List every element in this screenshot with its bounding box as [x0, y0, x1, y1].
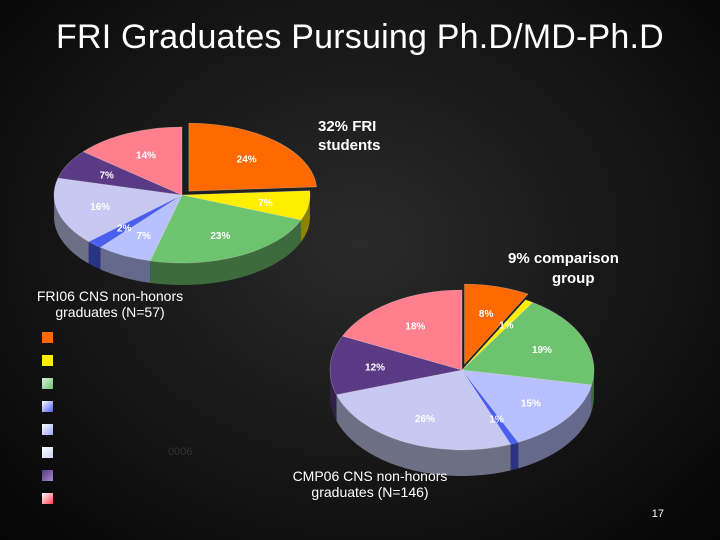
pie2-caption-line2: graduates (N=146) — [311, 484, 429, 500]
pie-slice-side — [54, 192, 89, 264]
pie1-caption-line1: FRI06 CNS non-honors — [36, 288, 184, 304]
pie-slice-label: 15% — [521, 398, 541, 409]
pie-slice — [336, 369, 512, 451]
pie-slice — [149, 194, 302, 264]
legend-swatch-pink — [42, 493, 53, 504]
page-number: 17 — [651, 508, 664, 520]
pie-chart-cmp: 8% 1% 19% 15% 1% 26% 12% 18% — [329, 283, 595, 476]
pie-slice — [99, 194, 183, 262]
pie-slice-side — [336, 394, 511, 476]
slide-title: FRI Graduates Pursuing Ph.D/MD-Ph.D — [56, 18, 664, 56]
pie-slice — [181, 190, 311, 221]
pie-slice — [88, 194, 183, 248]
pie-slice-side — [510, 442, 519, 471]
pie-slice-label: 19% — [532, 345, 552, 356]
pie-slice-side — [150, 220, 302, 285]
pie-slice-label: 18% — [405, 321, 425, 332]
cmp-percent-annotation: 9% comparison — [508, 250, 619, 267]
pie-slice-label: 8% — [479, 309, 494, 320]
pie-slice-label: 14% — [136, 150, 156, 161]
pie-slice-label: 7% — [136, 231, 151, 242]
legend-swatch-yellow — [42, 355, 53, 366]
legend-swatch-purple — [42, 470, 53, 481]
pie-slice-label: 12% — [365, 363, 385, 374]
pie-slice-side — [330, 367, 337, 421]
legend-fragment-text: 0006 — [168, 446, 193, 458]
pie-slice-side — [100, 247, 151, 283]
pie-slice-label: 1% — [499, 321, 514, 332]
pie-slice — [461, 369, 519, 445]
fri-percent-annotation: 32% FRI — [318, 118, 377, 135]
pie-slice — [461, 299, 534, 371]
pie-slice-side — [518, 384, 592, 469]
pie-slice — [329, 335, 463, 396]
pie1-caption-line2: graduates (N=57) — [55, 304, 165, 320]
pie-slice-side — [88, 241, 101, 270]
cmp-percent-annotation-line2: group — [552, 270, 595, 287]
pie-slice-label: 23% — [210, 231, 230, 242]
pie-slice-label: 2% — [117, 224, 132, 235]
pie-slice — [342, 289, 463, 371]
fri-percent-annotation-line2: students — [318, 137, 381, 154]
pie-slice — [53, 177, 184, 242]
legend-swatch-orange — [42, 332, 53, 343]
pie-slice — [57, 151, 183, 196]
pie2-caption: CMP06 CNS non-honors graduates (N=146) — [270, 468, 470, 500]
pie-slice — [464, 283, 529, 365]
pie-slice — [188, 122, 317, 192]
pie-slice-label: 1% — [489, 414, 504, 425]
pie-slice — [82, 126, 183, 196]
pie2-caption-line1: CMP06 CNS non-honors — [292, 468, 448, 484]
pie-slice-label: 7% — [100, 171, 115, 182]
pie-slice — [461, 302, 595, 386]
pie1-caption: FRI06 CNS non-honors graduates (N=57) — [10, 288, 210, 320]
pie-slice-side — [591, 369, 594, 411]
pie-chart-fri: 24% 7% 23% 7% 2% 16% 7% 14% — [53, 122, 317, 285]
pie-slice-label: 24% — [237, 154, 257, 165]
legend-swatch-lavender — [42, 447, 53, 458]
pie-slice-label: 26% — [415, 414, 435, 425]
pie-slice-label: 7% — [258, 198, 273, 209]
pie-slice — [461, 369, 593, 443]
pie-slice-side — [301, 191, 310, 243]
pie-slice-label: 16% — [90, 202, 110, 213]
legend-swatch-blue — [42, 401, 53, 412]
legend-swatch-green — [42, 378, 53, 389]
legend-swatch-lightblue — [42, 424, 53, 435]
